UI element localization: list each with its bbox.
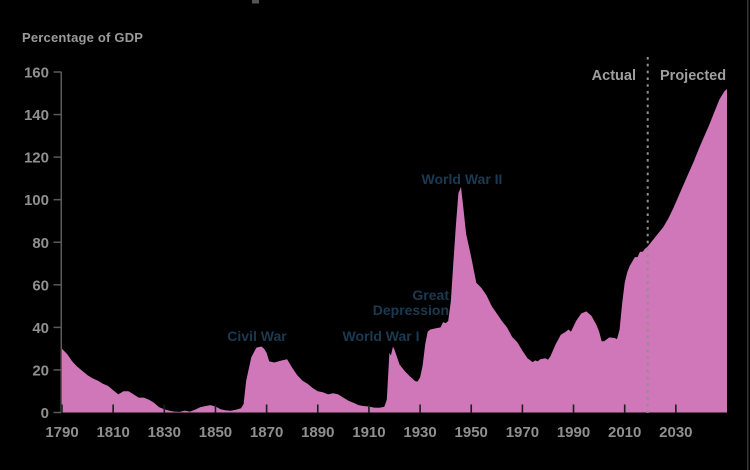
x-tick-label: 1910 (352, 424, 385, 441)
projected-label: Projected (660, 68, 726, 84)
y-tick-label: 100 (24, 192, 49, 209)
annotation-great-depression-line1: Great (412, 287, 449, 303)
y-tick-label: 40 (32, 320, 49, 337)
x-tick-label: 2010 (608, 424, 641, 441)
y-tick-label: 0 (41, 405, 49, 422)
x-tick-label: 1870 (250, 424, 283, 441)
y-axis (53, 71, 62, 414)
x-tick-label: 1850 (199, 424, 232, 441)
annotation-world-war-2: World War II (422, 171, 503, 187)
annotation-great-depression-line2: Depression (373, 302, 449, 318)
y-tick-label: 120 (24, 150, 49, 167)
y-tick-label: 160 (24, 65, 49, 82)
x-tick-label: 2030 (659, 424, 692, 441)
y-axis-caption: Percentage of GDP (22, 30, 143, 45)
x-tick-label: 1810 (96, 424, 129, 441)
annotation-civil-war: Civil War (227, 328, 287, 344)
axis-tick-labels: 0 20 40 60 80 100 120 140 160 1790 1810 1830 1850 187… (24, 65, 693, 442)
y-tick-label: 60 (32, 277, 49, 294)
y-tick-label: 80 (32, 235, 49, 252)
actual-label: Actual (592, 68, 636, 84)
debt-area-series (62, 89, 727, 413)
x-axis-ticks (61, 404, 677, 413)
x-tick-label: 1990 (557, 424, 590, 441)
y-tick-label: 20 (32, 362, 49, 379)
x-tick-label: 1790 (45, 424, 78, 441)
x-tick-label: 1890 (301, 424, 334, 441)
annotation-world-war-1: World War I (343, 328, 420, 344)
x-tick-label: 1930 (403, 424, 436, 441)
x-tick-label: 1830 (148, 424, 181, 441)
cropped-title-fragment (252, 0, 259, 4)
x-tick-label: 1950 (455, 424, 488, 441)
y-tick-label: 140 (24, 107, 49, 124)
right-edge-line (747, 0, 749, 470)
x-tick-label: 1970 (506, 424, 539, 441)
